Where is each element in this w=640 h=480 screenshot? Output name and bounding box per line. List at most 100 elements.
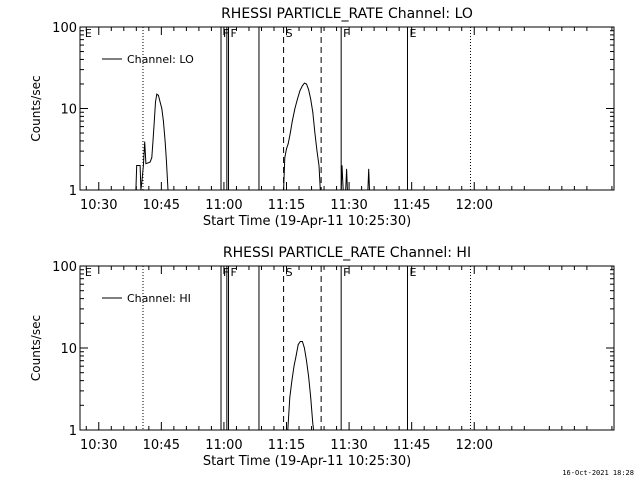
- y-tick-label: 10: [60, 342, 77, 357]
- x-tick-label: 10:45: [143, 198, 180, 213]
- data-point: [144, 141, 146, 143]
- data-point: [297, 344, 299, 345]
- chart-title: RHESSI PARTICLE_RATE Channel: LO: [221, 6, 473, 22]
- data-point: [312, 111, 314, 113]
- y-tick-label: 1: [69, 184, 77, 199]
- legend-label: Channel: LO: [127, 53, 194, 66]
- data-point: [153, 120, 155, 122]
- x-tick-label: 11:30: [330, 198, 367, 213]
- series-line: [135, 82, 370, 191]
- data-point: [314, 132, 316, 134]
- x-tick-label: 10:30: [80, 438, 117, 453]
- data-point: [140, 189, 142, 191]
- event-marker-label: F: [343, 266, 349, 279]
- data-point: [316, 150, 318, 152]
- plot-frame: [79, 26, 615, 191]
- x-tick-label: 11:45: [393, 198, 430, 213]
- y-axis-label: Counts/sec: [29, 315, 43, 381]
- data-point: [289, 397, 291, 398]
- data-point: [306, 360, 307, 362]
- data-point: [369, 189, 370, 191]
- data-point: [341, 165, 343, 166]
- data-point: [310, 397, 312, 398]
- data-point: [289, 132, 291, 134]
- data-point: [291, 120, 293, 122]
- x-tick-label: 10:45: [143, 438, 180, 453]
- event-marker-label: E: [85, 266, 92, 279]
- data-point: [159, 101, 161, 103]
- chart-title: RHESSI PARTICLE_RATE Channel: HI: [223, 245, 471, 261]
- data-point: [318, 165, 320, 166]
- data-point: [347, 189, 348, 191]
- y-tick-label: 100: [52, 260, 77, 275]
- y-axis-label: Counts/sec: [29, 75, 43, 141]
- data-point: [152, 140, 154, 142]
- data-point: [313, 429, 314, 431]
- data-point: [156, 93, 158, 95]
- x-tick-label: 11:30: [330, 438, 367, 453]
- data-point: [287, 429, 289, 431]
- data-point: [143, 165, 144, 166]
- x-tick-label: 10:30: [80, 198, 117, 213]
- data-point: [135, 189, 137, 191]
- data-point: [151, 157, 153, 159]
- series-line: [287, 341, 315, 431]
- legend-label: Channel: HI: [127, 292, 191, 305]
- event-marker-label: S: [286, 27, 293, 40]
- data-point: [291, 380, 293, 381]
- data-point: [155, 101, 156, 103]
- plot-frame: [79, 265, 615, 431]
- data-point: [149, 161, 151, 163]
- data-point: [308, 89, 309, 91]
- data-point: [299, 90, 301, 92]
- x-tick-label: 11:00: [205, 438, 242, 453]
- data-point: [312, 423, 314, 424]
- x-tick-label: 11:45: [393, 438, 430, 453]
- y-tick-label: 100: [52, 21, 77, 36]
- data-point: [145, 163, 147, 165]
- chart-panel-1: RHESSI PARTICLE_RATE Channel: LO 1 10 100 10…: [29, 6, 615, 229]
- data-point: [308, 376, 309, 377]
- data-point: [283, 189, 284, 191]
- event-marker-label: F: [223, 27, 229, 40]
- event-marker-label: S: [286, 266, 293, 279]
- x-tick-label: 12:00: [456, 198, 493, 213]
- y-tick-label: 10: [60, 103, 77, 118]
- x-axis-label: Start Time (19-Apr-11 10:25:30): [203, 214, 411, 229]
- data-point: [294, 108, 296, 109]
- event-marker-label: F: [231, 27, 237, 40]
- data-point: [293, 365, 295, 367]
- data-point: [319, 189, 321, 191]
- data-point: [299, 341, 301, 342]
- y-tick-label: 1: [69, 424, 77, 439]
- data-point: [346, 168, 347, 170]
- data-point: [139, 165, 141, 166]
- data-point: [164, 140, 166, 142]
- data-point: [368, 168, 370, 170]
- data-point: [136, 165, 138, 166]
- data-point: [306, 83, 307, 85]
- data-point: [161, 108, 163, 109]
- data-point: [310, 98, 312, 100]
- event-marker-label: E: [409, 266, 416, 279]
- x-tick-label: 11:00: [205, 198, 242, 213]
- data-point: [295, 355, 297, 357]
- data-point: [342, 189, 344, 191]
- data-point: [286, 148, 287, 150]
- data-point: [163, 120, 164, 122]
- x-tick-label: 11:15: [268, 198, 305, 213]
- data-point: [167, 189, 169, 191]
- event-marker-label: F: [223, 266, 229, 279]
- event-marker-label: F: [343, 27, 349, 40]
- event-marker-label: E: [85, 27, 92, 40]
- x-tick-label: 12:00: [456, 438, 493, 453]
- data-point: [367, 189, 369, 191]
- event-marker-label: E: [409, 27, 416, 40]
- data-point: [302, 85, 303, 87]
- data-point: [297, 98, 298, 100]
- x-axis-label: Start Time (19-Apr-11 10:25:30): [203, 454, 411, 469]
- data-point: [166, 160, 167, 161]
- data-point: [287, 143, 289, 145]
- timestamp: 16-Oct-2021 18:28: [562, 469, 634, 477]
- x-tick-label: 11:15: [268, 438, 305, 453]
